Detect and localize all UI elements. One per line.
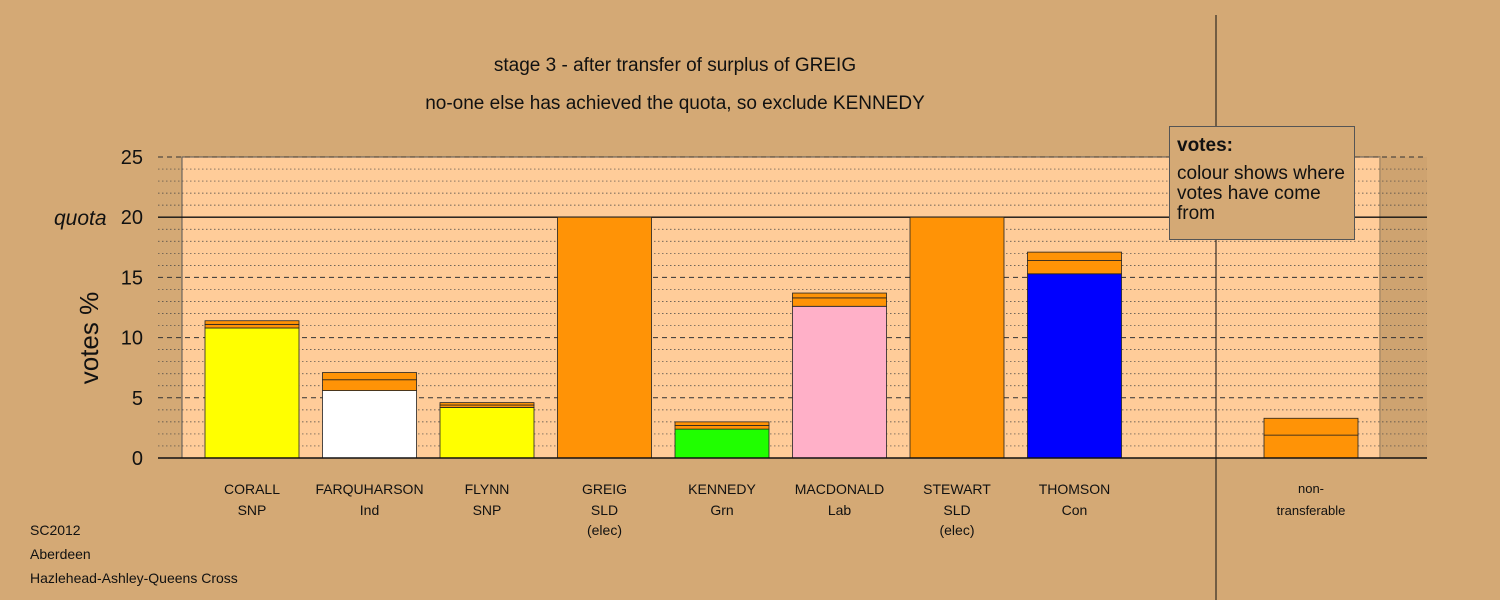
y-tick-label: 10: [121, 328, 143, 350]
y-tick-label: 20: [121, 207, 143, 229]
bar-kennedy-segment-1: [674, 425, 770, 430]
x-note-stewart: (elec): [939, 522, 974, 538]
y-axis-label: votes %: [74, 292, 104, 385]
y-tick-label: 0: [132, 448, 143, 470]
bar-thomson-segment-2: [1027, 251, 1122, 261]
bar-thomson-segment-0: [1027, 273, 1122, 459]
x-label-macdonald: MACDONALD: [795, 481, 884, 497]
y-tick-label: 15: [121, 267, 143, 289]
bar-kennedy-segment-0: [674, 428, 770, 459]
x-label-greig: GREIG: [582, 481, 627, 497]
bar-macdonald-segment-2: [792, 292, 887, 299]
x-label-kennedy: KENNEDY: [688, 481, 756, 497]
bar-nontransferable-segment-1: [1263, 417, 1359, 436]
bar-flynn-segment-2: [439, 402, 535, 406]
legend-box: votes: colour shows where votes have com…: [1169, 126, 1355, 240]
bar-greig-segment-0: [557, 216, 652, 459]
bar-nontransferable-segment-0: [1263, 434, 1359, 459]
y-tick-label: 25: [121, 147, 143, 169]
bar-farquharson-segment-0: [322, 390, 417, 459]
chart-title: stage 3 - after transfer of surplus of G…: [493, 55, 857, 76]
bar-stewart-segment-0: [909, 216, 1005, 459]
x-note-greig: (elec): [587, 522, 622, 538]
legend-title: votes:: [1177, 135, 1233, 156]
legend-text: colour shows where votes have come from: [1177, 163, 1345, 224]
footer-ward: Hazlehead-Ashley-Queens Cross: [30, 570, 238, 586]
bar-farquharson-segment-2: [322, 372, 417, 381]
x-party-stewart: SLD: [943, 502, 970, 518]
y-tick-label: 5: [132, 388, 143, 410]
x-party-kennedy: Grn: [710, 502, 733, 518]
bar-macdonald-segment-0: [792, 305, 887, 459]
x-party-flynn: SNP: [473, 502, 502, 518]
quota-label: quota: [54, 207, 107, 230]
bar-kennedy-segment-2: [674, 421, 770, 426]
x-label-nontransferable-1: non-: [1298, 481, 1324, 496]
x-party-macdonald: Lab: [828, 502, 852, 518]
bar-flynn-segment-0: [439, 407, 535, 459]
bar-thomson-segment-1: [1027, 260, 1122, 275]
bar-farquharson-segment-1: [322, 379, 417, 391]
footer-election: SC2012: [30, 522, 81, 538]
bar-corall-segment-1: [204, 323, 300, 329]
footer-council: Aberdeen: [30, 546, 91, 562]
bar-macdonald-segment-1: [792, 297, 887, 307]
x-label-farquharson: FARQUHARSON: [315, 481, 423, 497]
x-label-thomson: THOMSON: [1039, 481, 1111, 497]
chart-subtitle: no-one else has achieved the quota, so e…: [425, 93, 925, 114]
x-label-nontransferable-2: transferable: [1277, 503, 1346, 518]
plot-strip: [1379, 157, 1427, 458]
x-party-thomson: Con: [1062, 502, 1088, 518]
bar-corall-segment-0: [204, 327, 300, 459]
bar-corall-segment-2: [204, 320, 300, 325]
x-party-corall: SNP: [238, 502, 267, 518]
x-party-farquharson: Ind: [360, 502, 379, 518]
x-label-corall: CORALL: [224, 481, 280, 497]
x-party-greig: SLD: [591, 502, 618, 518]
x-label-stewart: STEWART: [923, 481, 991, 497]
x-label-flynn: FLYNN: [465, 481, 510, 497]
